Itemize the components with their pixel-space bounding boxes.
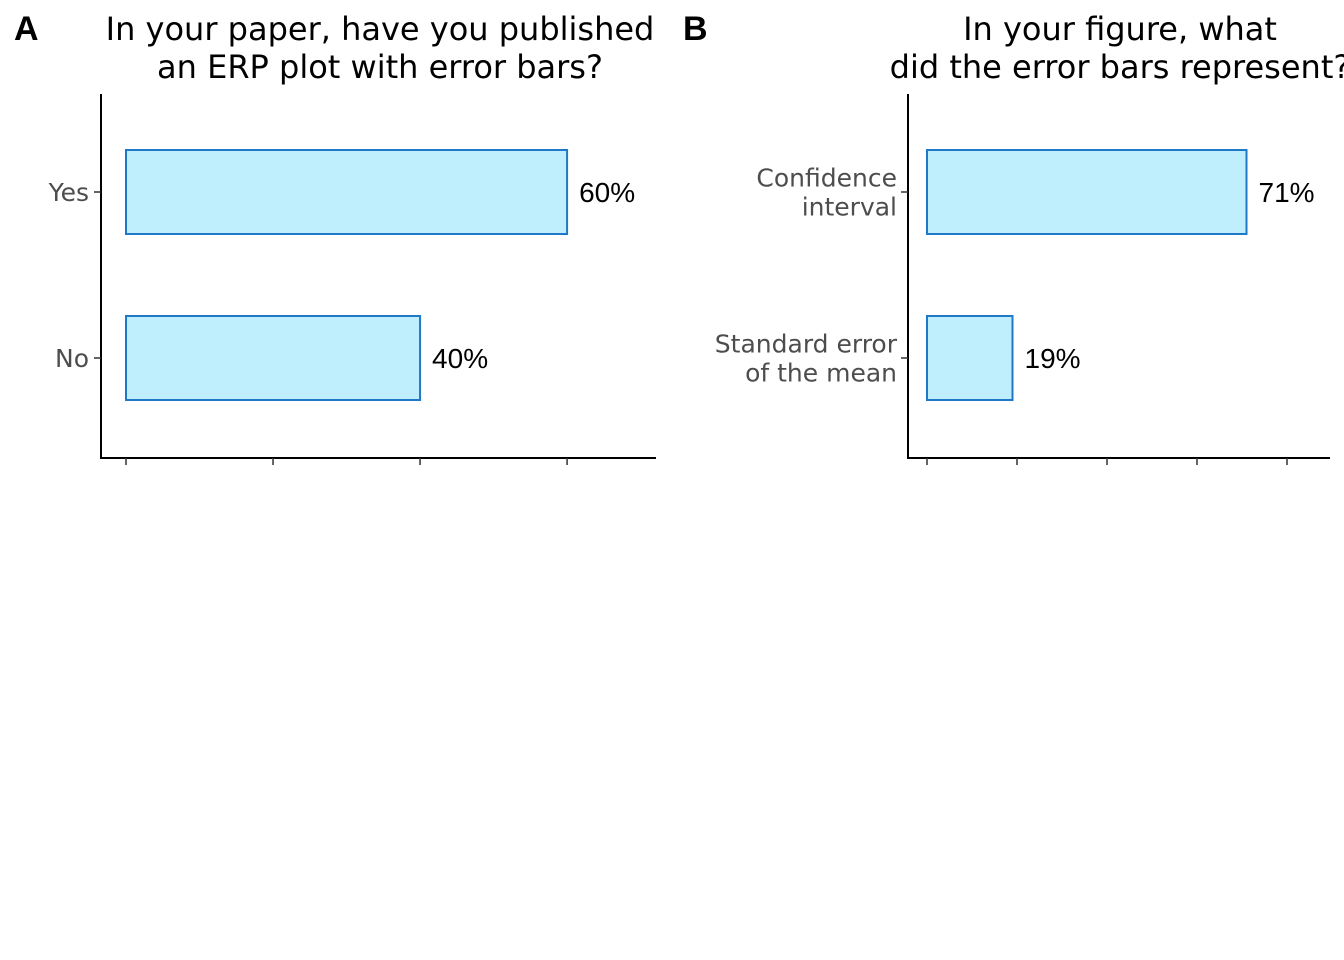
bar — [926, 315, 1014, 401]
category-label: Yes — [48, 178, 89, 207]
bar — [125, 149, 569, 235]
category-label: Standard error — [715, 330, 898, 359]
panel-title-line: did the error bars represent? — [890, 48, 1344, 86]
panel-title-line: In your figure, what — [963, 10, 1277, 48]
bar-value-label: 71% — [1259, 177, 1315, 208]
panel-title-line: In your paper, have you published — [106, 10, 655, 48]
category-label: Confidence — [756, 164, 897, 193]
panel-letter: A — [14, 10, 39, 48]
panel-title-line: an ERP plot with error bars? — [157, 48, 603, 86]
category-label: interval — [802, 193, 897, 222]
bar — [125, 315, 422, 401]
bar-value-label: 40% — [432, 343, 488, 374]
bar — [926, 149, 1248, 235]
bar-value-label: 19% — [1025, 343, 1081, 374]
panel-letter: B — [683, 10, 708, 48]
category-label: No — [55, 344, 89, 373]
bar-value-label: 60% — [579, 177, 635, 208]
category-label: of the mean — [745, 359, 897, 388]
